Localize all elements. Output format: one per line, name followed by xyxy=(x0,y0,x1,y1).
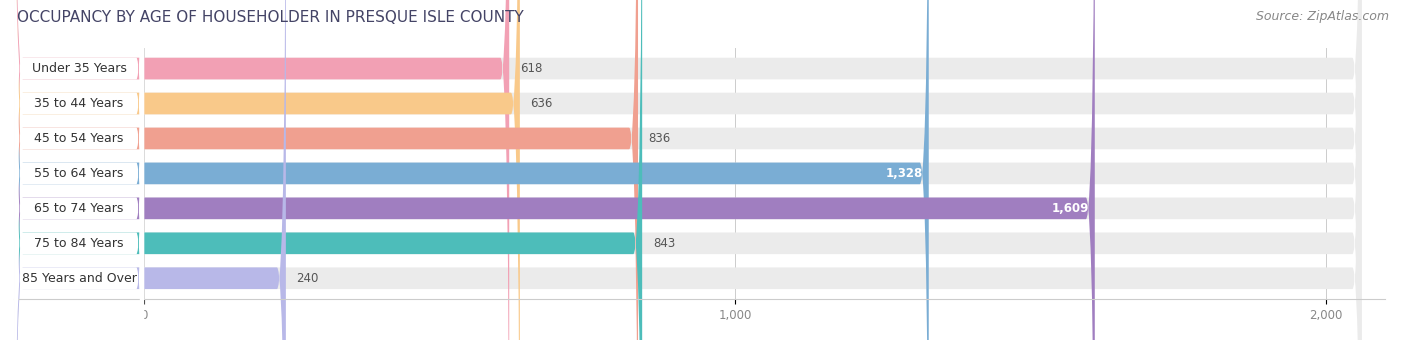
FancyBboxPatch shape xyxy=(14,0,1361,340)
FancyBboxPatch shape xyxy=(14,0,285,340)
Text: Source: ZipAtlas.com: Source: ZipAtlas.com xyxy=(1256,10,1389,23)
FancyBboxPatch shape xyxy=(14,0,143,340)
Text: 636: 636 xyxy=(530,97,553,110)
Text: 618: 618 xyxy=(520,62,543,75)
Text: 35 to 44 Years: 35 to 44 Years xyxy=(34,97,124,110)
FancyBboxPatch shape xyxy=(14,0,509,340)
FancyBboxPatch shape xyxy=(14,0,929,340)
FancyBboxPatch shape xyxy=(14,0,143,340)
FancyBboxPatch shape xyxy=(14,0,1361,340)
FancyBboxPatch shape xyxy=(14,0,643,340)
FancyBboxPatch shape xyxy=(14,0,143,340)
Text: 55 to 64 Years: 55 to 64 Years xyxy=(34,167,124,180)
Text: 843: 843 xyxy=(652,237,675,250)
FancyBboxPatch shape xyxy=(14,0,143,340)
FancyBboxPatch shape xyxy=(14,0,1361,340)
Text: Under 35 Years: Under 35 Years xyxy=(31,62,127,75)
Text: 85 Years and Over: 85 Years and Over xyxy=(21,272,136,285)
FancyBboxPatch shape xyxy=(14,0,520,340)
Text: 1,328: 1,328 xyxy=(886,167,922,180)
FancyBboxPatch shape xyxy=(14,0,143,340)
FancyBboxPatch shape xyxy=(14,0,1361,340)
Text: 45 to 54 Years: 45 to 54 Years xyxy=(34,132,124,145)
FancyBboxPatch shape xyxy=(14,0,638,340)
Text: 75 to 84 Years: 75 to 84 Years xyxy=(34,237,124,250)
Text: 1,609: 1,609 xyxy=(1052,202,1088,215)
FancyBboxPatch shape xyxy=(14,0,143,340)
FancyBboxPatch shape xyxy=(14,0,1361,340)
FancyBboxPatch shape xyxy=(14,0,1361,340)
Text: 836: 836 xyxy=(648,132,671,145)
FancyBboxPatch shape xyxy=(14,0,1361,340)
Text: OCCUPANCY BY AGE OF HOUSEHOLDER IN PRESQUE ISLE COUNTY: OCCUPANCY BY AGE OF HOUSEHOLDER IN PRESQ… xyxy=(17,10,523,25)
Text: 65 to 74 Years: 65 to 74 Years xyxy=(34,202,124,215)
Text: 240: 240 xyxy=(297,272,319,285)
FancyBboxPatch shape xyxy=(14,0,143,340)
FancyBboxPatch shape xyxy=(14,0,1095,340)
